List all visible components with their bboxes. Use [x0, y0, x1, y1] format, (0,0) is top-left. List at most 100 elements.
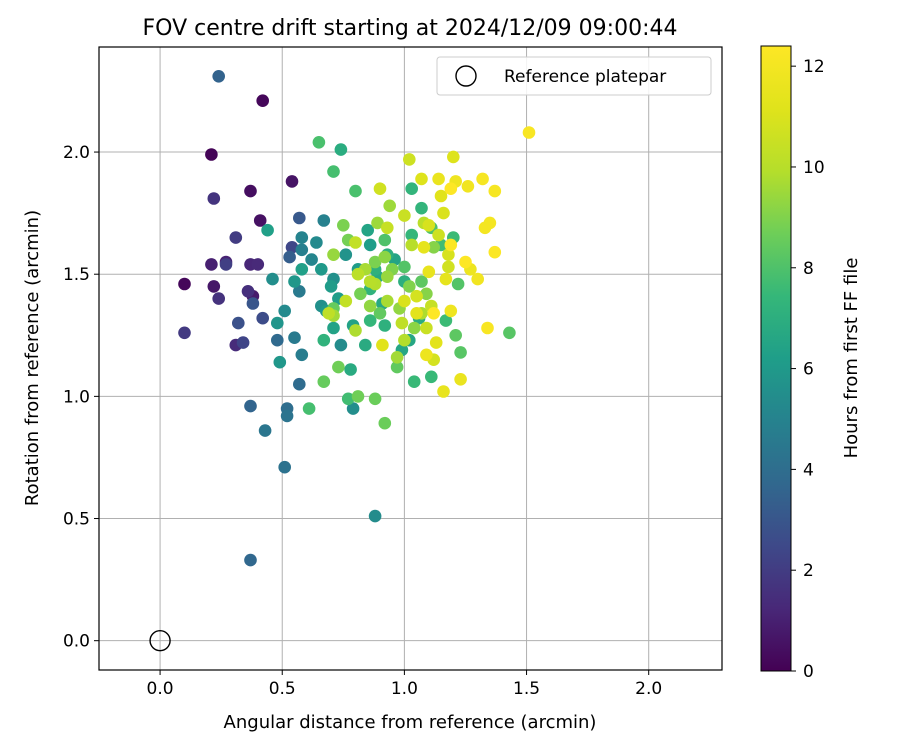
colorbar-tick-label-5: 10: [803, 158, 825, 178]
data-point-11: [251, 258, 265, 271]
data-point-1: [205, 148, 218, 161]
data-point-76: [378, 319, 392, 332]
data-point-113: [337, 219, 350, 232]
data-point-42: [310, 236, 323, 249]
data-point-136: [351, 267, 365, 281]
data-point-167: [432, 172, 445, 186]
colorbar-ticks: 0 2 4 6 8 10 12: [791, 57, 825, 682]
data-point-168: [420, 348, 433, 362]
data-point-41: [305, 253, 318, 266]
x-tick-label-2: 1.0: [391, 679, 418, 699]
data-point-21: [256, 311, 270, 325]
data-point-29: [271, 333, 284, 347]
data-point-16: [178, 326, 191, 340]
data-point-94: [378, 233, 392, 247]
grid-lines: [99, 47, 722, 670]
data-point-83: [405, 228, 419, 242]
y-axis-ticks: 0.0 0.5 1.0 1.5 2.0: [63, 143, 99, 652]
data-point-154: [398, 294, 411, 308]
data-point-126: [390, 351, 404, 364]
data-point-182: [427, 307, 441, 320]
colorbar-label: Hours from first FF file: [841, 258, 862, 459]
data-point-35: [288, 331, 301, 345]
data-point-147: [403, 153, 416, 166]
data-point-3: [244, 184, 257, 198]
data-point-24: [293, 211, 306, 225]
data-point-172: [461, 180, 475, 193]
data-point-173: [471, 272, 485, 286]
data-point-177: [488, 184, 502, 198]
data-point-33: [280, 409, 294, 423]
data-point-96: [398, 260, 411, 274]
data-point-109: [332, 360, 345, 374]
data-point-157: [415, 172, 428, 186]
data-point-39: [317, 214, 331, 227]
data-point-37: [295, 348, 309, 362]
data-point-2: [256, 94, 270, 107]
data-point-98: [503, 326, 516, 340]
data-point-56: [324, 280, 338, 293]
data-point-92: [312, 136, 326, 149]
data-point-139: [322, 307, 336, 320]
data-point-146: [432, 228, 445, 242]
data-point-140: [339, 294, 353, 308]
data-point-118: [378, 250, 392, 264]
x-tick-label-4: 2.0: [635, 679, 662, 699]
y-tick-label-1: 0.5: [63, 510, 90, 530]
data-point-52: [273, 355, 287, 369]
y-tick-label-3: 1.5: [63, 265, 90, 285]
colorbar-tick-label-3: 6: [803, 360, 814, 380]
data-point-162: [439, 272, 453, 286]
data-point-144: [398, 209, 411, 222]
reference-marker-layer: [149, 629, 171, 652]
data-point-134: [405, 238, 419, 252]
data-point-141: [349, 236, 362, 249]
data-point-38: [295, 243, 309, 257]
data-point-158: [376, 338, 389, 352]
legend-box: [436, 56, 712, 96]
data-point-133: [398, 333, 411, 347]
data-point-125: [371, 216, 384, 230]
data-point-124: [383, 199, 397, 213]
data-point-142: [381, 221, 394, 235]
colorbar-tick-label-4: 8: [803, 259, 814, 279]
data-point-22: [232, 316, 245, 330]
data-point-28: [244, 553, 257, 567]
data-point-102: [390, 360, 404, 374]
data-point-103: [373, 307, 387, 320]
y-axis-label: Rotation from reference (arcmin): [22, 210, 43, 506]
colorbar-tick-label-2: 4: [803, 460, 814, 480]
data-point-34: [258, 424, 272, 437]
colorbar-tick-label-6: 12: [803, 57, 825, 77]
data-point-108: [351, 390, 365, 403]
data-point-160: [410, 307, 423, 320]
data-point-43: [278, 304, 292, 318]
data-point-19: [236, 336, 250, 349]
data-point-179: [481, 321, 494, 335]
data-point-155: [437, 206, 450, 220]
data-point-150: [410, 289, 423, 303]
y-tick-label-2: 1.0: [63, 387, 90, 407]
data-point-44: [334, 338, 348, 352]
data-point-79: [317, 333, 331, 347]
data-point-152: [442, 248, 455, 261]
reference-platepar-marker: [149, 629, 171, 652]
data-point-122: [381, 270, 394, 284]
data-point-107: [378, 416, 392, 430]
colorbar-gradient: [760, 45, 792, 672]
data-point-26: [212, 70, 225, 83]
scatter-points: [178, 70, 536, 567]
data-point-72: [334, 143, 348, 156]
data-point-0: [178, 277, 191, 291]
y-tick-label-4: 2.0: [63, 143, 90, 163]
data-point-111: [354, 287, 367, 301]
data-point-70: [344, 363, 357, 376]
data-point-119: [407, 321, 421, 335]
data-point-135: [363, 275, 377, 288]
legend-marker-open-circle: [455, 65, 477, 87]
data-point-64: [361, 223, 375, 237]
data-point-106: [368, 392, 382, 406]
data-point-129: [381, 294, 394, 308]
data-point-153: [422, 219, 436, 232]
data-point-148: [442, 260, 455, 274]
